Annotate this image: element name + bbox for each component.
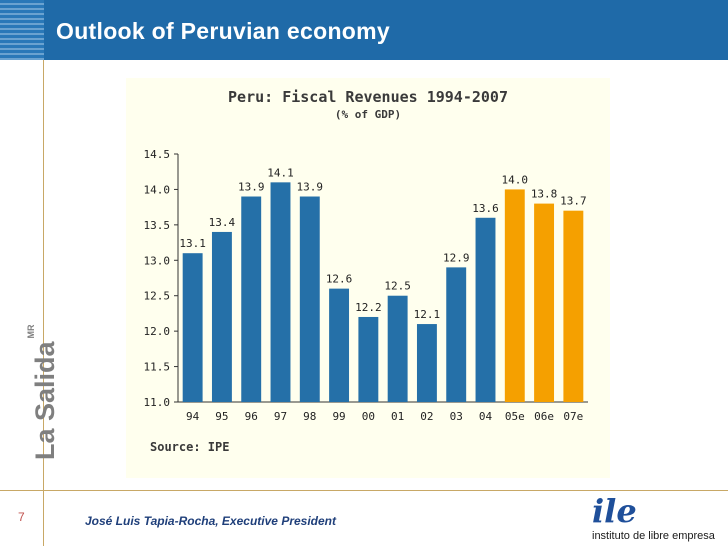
y-tick-label: 13.0 xyxy=(144,254,171,267)
x-tick-label-01: 01 xyxy=(391,410,404,423)
chart-subtitle: (% of GDP) xyxy=(334,108,402,121)
bar-99 xyxy=(329,288,350,402)
data-label-96: 13.9 xyxy=(238,181,265,194)
x-tick-label-96: 96 xyxy=(245,410,258,423)
chart-source: Source: IPE xyxy=(150,440,230,454)
left-divider xyxy=(43,60,44,546)
bar-03 xyxy=(446,267,467,402)
y-tick-label: 11.0 xyxy=(144,396,171,409)
chart-panel xyxy=(126,78,610,478)
x-tick-label-94: 94 xyxy=(186,410,200,423)
bar-01 xyxy=(387,295,408,402)
data-label-98: 13.9 xyxy=(297,181,324,194)
x-tick-label-05e: 05e xyxy=(505,410,525,423)
ile-logo: ile instituto de libre empresa xyxy=(582,492,728,546)
bar-06e xyxy=(534,203,555,402)
x-tick-label-02: 02 xyxy=(420,410,433,423)
x-tick-label-06e: 06e xyxy=(534,410,554,423)
logo-text: instituto de libre empresa xyxy=(592,530,715,542)
data-label-07e: 13.7 xyxy=(560,195,587,208)
data-label-99: 12.6 xyxy=(326,273,353,286)
data-label-06e: 13.8 xyxy=(531,188,558,201)
bar-98 xyxy=(299,196,320,402)
data-label-95: 13.4 xyxy=(209,216,236,229)
y-tick-label: 11.5 xyxy=(144,361,171,374)
bar-07e xyxy=(563,210,584,402)
y-tick-label: 12.0 xyxy=(144,325,171,338)
bar-96 xyxy=(241,196,262,402)
bar-97 xyxy=(270,182,291,402)
data-label-05e: 14.0 xyxy=(502,173,529,186)
bar-94 xyxy=(182,253,203,402)
y-tick-label: 12.5 xyxy=(144,290,171,303)
bar-05e xyxy=(504,189,525,402)
page-number: 7 xyxy=(18,510,25,524)
x-tick-label-07e: 07e xyxy=(563,410,583,423)
x-tick-label-98: 98 xyxy=(303,410,316,423)
header-stripes xyxy=(0,0,44,60)
header-band xyxy=(0,0,728,60)
x-tick-label-00: 00 xyxy=(362,410,375,423)
data-label-97: 14.1 xyxy=(267,166,294,179)
footer-role: President xyxy=(281,514,336,528)
data-label-01: 12.5 xyxy=(384,280,411,293)
y-tick-label: 14.5 xyxy=(144,148,171,161)
footer-name: José Luis Tapia-Rocha, Executive xyxy=(85,514,278,528)
data-label-02: 12.1 xyxy=(414,308,441,321)
chart-title: Peru: Fiscal Revenues 1994-2007 xyxy=(228,88,508,106)
logo-mark: ile xyxy=(592,492,637,530)
footer-credit: José Luis Tapia-Rocha, Executive Preside… xyxy=(85,514,336,528)
footer-divider xyxy=(0,490,728,491)
slide-title: Outlook of Peruvian economy xyxy=(56,18,390,44)
data-label-00: 12.2 xyxy=(355,301,382,314)
bar-95 xyxy=(211,231,232,402)
bar-04 xyxy=(475,217,496,402)
x-tick-label-95: 95 xyxy=(215,410,228,423)
x-tick-label-03: 03 xyxy=(450,410,463,423)
data-label-03: 12.9 xyxy=(443,251,470,264)
data-label-94: 13.1 xyxy=(179,237,206,250)
bar-00 xyxy=(358,316,379,402)
x-tick-label-97: 97 xyxy=(274,410,287,423)
data-label-04: 13.6 xyxy=(472,202,499,215)
bar-02 xyxy=(416,324,437,402)
x-tick-label-04: 04 xyxy=(479,410,493,423)
x-tick-label-99: 99 xyxy=(332,410,345,423)
y-tick-label: 13.5 xyxy=(144,219,171,232)
y-tick-label: 14.0 xyxy=(144,183,171,196)
